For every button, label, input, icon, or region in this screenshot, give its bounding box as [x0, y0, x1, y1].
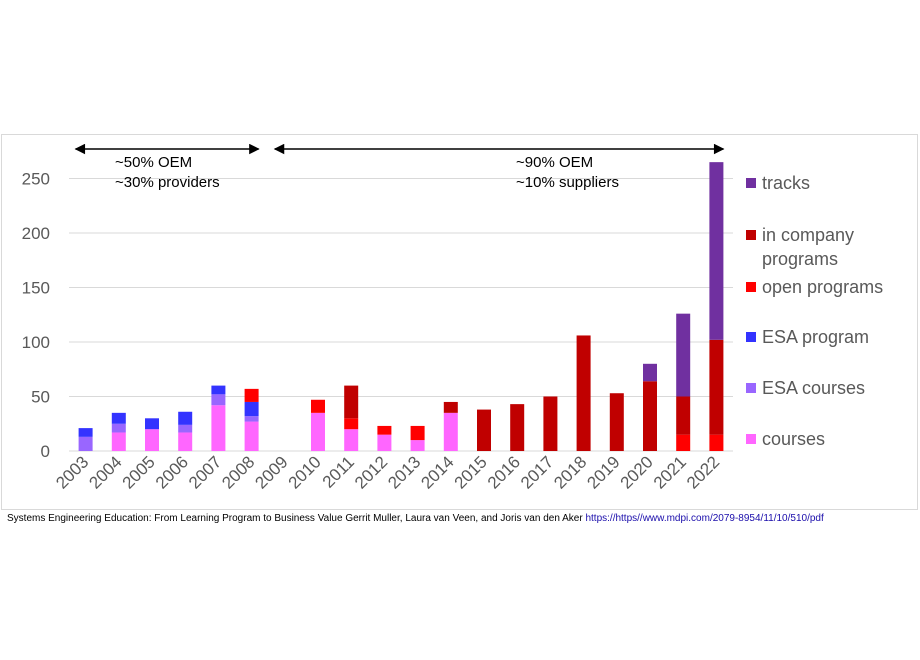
bar-segment	[111, 432, 126, 451]
x-tick-label: 2009	[251, 452, 291, 492]
x-tick-label: 2012	[351, 452, 391, 492]
y-tick-label: 100	[22, 333, 50, 352]
bar-segment	[609, 393, 624, 451]
bar-segment	[676, 396, 691, 435]
bar-segment	[178, 411, 193, 425]
bar-segment	[709, 434, 724, 451]
y-tick-label: 200	[22, 224, 50, 243]
annotation-text: ~30% providers	[115, 174, 220, 191]
bar-segment	[145, 429, 159, 451]
bar-segment	[211, 385, 226, 395]
annotation-text: ~50% OEM	[115, 154, 192, 171]
bar-segment	[643, 363, 657, 382]
x-tick-label: 2004	[85, 452, 125, 492]
bar-segment	[576, 335, 591, 451]
x-tick-label: 2016	[484, 452, 524, 492]
bar-segment	[410, 425, 425, 441]
x-tick-label: 2003	[52, 452, 92, 492]
bar-segment	[510, 404, 525, 451]
bar-segment	[78, 428, 93, 437]
bar-segment	[709, 339, 724, 435]
bar-segment	[477, 409, 491, 451]
citation-url[interactable]: https://https//www.mdpi.com/2079-8954/11…	[585, 513, 824, 524]
legend-label: ESA program	[762, 327, 869, 347]
y-tick-label: 250	[22, 170, 50, 189]
bar-segment	[643, 381, 657, 451]
bar-segment	[244, 416, 259, 422]
x-tick-label: 2013	[384, 452, 424, 492]
x-tick-label: 2020	[617, 452, 657, 492]
y-tick-label: 150	[22, 279, 50, 298]
citation-text: Systems Engineering Education: From Lear…	[7, 513, 586, 524]
y-tick-label: 0	[41, 442, 50, 461]
y-tick-label: 50	[31, 388, 50, 407]
x-tick-label: 2011	[319, 452, 358, 491]
bar-segment	[78, 436, 93, 451]
x-tick-label: 2014	[417, 452, 457, 492]
legend-swatch	[746, 230, 756, 240]
legend-swatch	[746, 282, 756, 292]
x-tick-label: 2005	[119, 452, 159, 492]
bar-segment	[344, 418, 359, 430]
bar-segment	[344, 429, 359, 451]
legend-label: programs	[762, 249, 838, 269]
legend-label: in company	[762, 225, 854, 245]
x-tick-label: 2008	[218, 452, 258, 492]
x-tick-label: 2010	[285, 452, 325, 492]
annotation-text: ~90% OEM	[516, 154, 593, 171]
bar-segment	[443, 401, 458, 413]
bar-segment	[244, 401, 259, 417]
legend-swatch	[746, 178, 756, 188]
x-tick-label: 2015	[451, 452, 491, 492]
legend-swatch	[746, 332, 756, 342]
bar-segment	[244, 421, 259, 451]
bar-segment	[410, 440, 425, 451]
bar-segment	[244, 388, 259, 402]
legend-swatch	[746, 434, 756, 444]
bar-segment	[111, 423, 126, 433]
citation: Systems Engineering Education: From Lear…	[7, 513, 824, 524]
bar-segment	[311, 399, 325, 413]
x-tick-label: 2022	[683, 452, 723, 492]
legend-label: tracks	[762, 173, 810, 193]
bar-segment	[543, 396, 558, 451]
bar-segment	[145, 418, 159, 430]
bar-segment	[443, 412, 458, 451]
bar-segment	[178, 424, 193, 433]
x-tick-label: 2021	[650, 452, 690, 492]
bar-segment	[709, 162, 724, 340]
bar-segment	[676, 434, 691, 451]
bar-segment	[311, 412, 325, 451]
x-tick-label: 2018	[550, 452, 590, 492]
annotation-text: ~10% suppliers	[516, 174, 619, 191]
legend-label: open programs	[762, 277, 883, 297]
bar-segment	[377, 425, 392, 435]
bar-segment	[111, 412, 126, 424]
bar-segment	[178, 432, 193, 451]
bar-segment	[211, 394, 226, 406]
x-tick-label: 2006	[152, 452, 192, 492]
x-tick-label: 2019	[583, 452, 623, 492]
bar-segment	[211, 405, 226, 451]
x-tick-label: 2017	[517, 452, 557, 492]
x-tick-label: 2007	[185, 452, 225, 492]
legend-swatch	[746, 383, 756, 393]
legend-label: courses	[762, 429, 825, 449]
bar-segment	[676, 313, 691, 397]
legend-label: ESA courses	[762, 378, 865, 398]
bar-segment	[377, 434, 392, 451]
bar-segment	[344, 385, 359, 419]
